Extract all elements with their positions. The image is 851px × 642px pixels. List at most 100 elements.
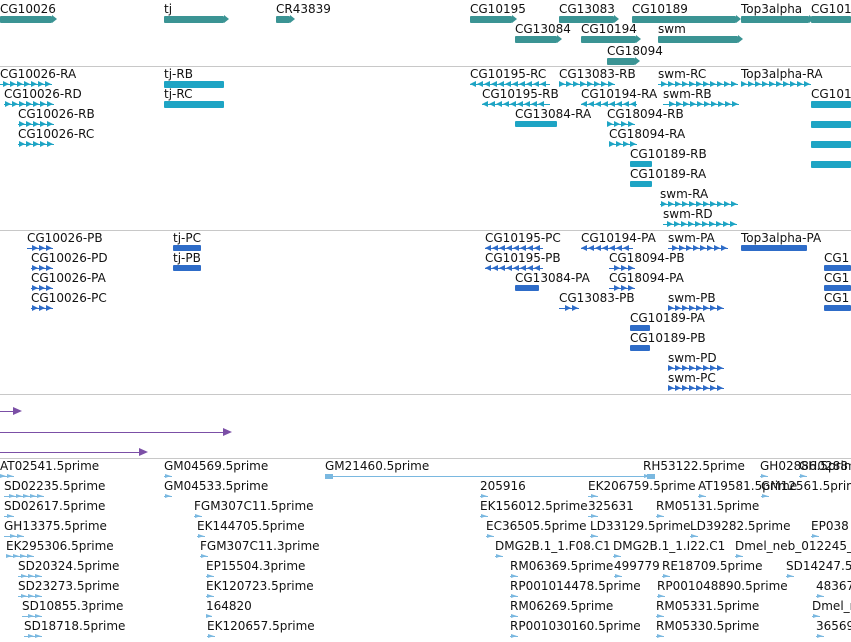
feature-glyph[interactable] [510,634,518,639]
feature-label[interactable]: CG10195-RB [482,87,559,101]
feature-glyph[interactable] [164,494,172,499]
feature-label[interactable]: CG10195 [470,2,526,16]
feature-label[interactable]: SD02235.5prime [4,479,106,493]
feature-label[interactable]: 48367 [816,579,851,593]
feature-label[interactable]: CG101 [811,87,851,101]
feature-glyph[interactable] [164,81,224,88]
feature-glyph[interactable] [31,285,53,291]
feature-glyph[interactable] [786,574,794,579]
feature-glyph[interactable] [581,35,641,43]
feature-label[interactable]: GH02886.5prime [760,459,851,473]
feature-label[interactable]: SD18718.5prime [24,619,126,633]
feature-label[interactable]: swm-PC [668,371,716,385]
feature-label[interactable]: 499779 [614,559,660,573]
feature-glyph[interactable] [824,265,851,271]
feature-label[interactable]: CG10189 [632,2,688,16]
feature-label[interactable]: RM06369.5prime [510,559,614,573]
feature-glyph[interactable] [18,121,54,127]
feature-glyph[interactable] [741,81,811,87]
feature-glyph[interactable] [22,614,42,619]
feature-label[interactable]: CG10195-PB [485,251,561,265]
feature-label[interactable]: CG10026-PC [31,291,107,305]
feature-label[interactable]: SD10855.3prime [22,599,124,613]
feature-glyph[interactable] [0,15,57,23]
feature-label[interactable]: CG1 [824,271,850,285]
feature-label[interactable]: SD02617.5prime [4,499,106,513]
feature-glyph[interactable] [663,101,739,107]
feature-glyph[interactable] [4,514,14,519]
feature-label[interactable]: SD23273.5prime [18,579,120,593]
feature-label[interactable]: tj-PB [173,251,201,265]
feature-label[interactable]: AT02541.5prime [0,459,100,473]
feature-label[interactable]: RE18709.5prime [662,559,763,573]
feature-glyph[interactable] [761,494,769,499]
feature-glyph[interactable] [662,574,670,579]
feature-glyph[interactable] [656,514,664,519]
feature-glyph[interactable] [6,554,34,559]
feature-glyph[interactable] [164,101,224,108]
feature-label[interactable]: CG10026-RA [0,67,77,81]
feature-glyph[interactable] [658,35,743,43]
feature-label[interactable]: RM05330.5prime [656,619,760,633]
feature-glyph[interactable] [559,15,619,23]
feature-glyph[interactable] [657,594,665,599]
feature-label[interactable]: swm-PA [668,231,715,245]
feature-label[interactable]: RH53122.5prime [643,459,745,473]
feature-label[interactable]: CG10194-PA [581,231,656,245]
feature-label[interactable]: RM05131.5prime [656,499,760,513]
feature-label[interactable]: swm-RB [663,87,712,101]
feature-label[interactable]: RP001014478.5prime [510,579,641,593]
feature-glyph[interactable] [690,534,698,539]
feature-glyph[interactable] [0,81,52,87]
feature-glyph[interactable] [614,574,622,579]
feature-glyph[interactable] [609,265,635,271]
feature-glyph[interactable] [668,245,728,251]
feature-glyph[interactable] [0,448,148,456]
feature-label[interactable]: CG10194 [581,22,637,36]
feature-label[interactable]: Top3alpha-PA [741,231,822,245]
feature-label[interactable]: AT19581.5prime [698,479,798,493]
feature-label[interactable]: tj [164,2,173,16]
feature-glyph[interactable] [206,574,214,579]
feature-label[interactable]: EK120723.5prime [206,579,314,593]
feature-label[interactable]: GH0288 [799,459,848,473]
feature-label[interactable]: CG10189-PA [630,311,705,325]
feature-label[interactable]: CG10189-RB [630,147,707,161]
feature-glyph[interactable] [632,15,741,23]
feature-glyph[interactable] [197,534,205,539]
feature-glyph[interactable] [31,305,53,311]
feature-glyph[interactable] [0,407,22,415]
feature-glyph[interactable] [607,57,640,65]
feature-glyph[interactable] [18,141,54,147]
feature-label[interactable]: CG10189-RA [630,167,707,181]
feature-glyph[interactable] [816,594,824,599]
feature-glyph[interactable] [607,121,635,127]
feature-glyph[interactable] [559,305,579,311]
feature-glyph[interactable] [735,554,743,559]
feature-label[interactable]: CG18094-RB [607,107,684,121]
feature-label[interactable]: EP038 [811,519,849,533]
feature-glyph[interactable] [609,285,635,291]
feature-glyph[interactable] [482,101,550,107]
feature-label[interactable]: GM21460.5prime [325,459,430,473]
feature-glyph[interactable] [470,81,550,87]
feature-glyph[interactable] [630,181,652,187]
feature-label[interactable]: CG18094-PB [609,251,685,265]
feature-label[interactable]: CG13083 [559,2,615,16]
feature-glyph[interactable] [470,15,517,23]
feature-label[interactable]: CG10026-RB [18,107,95,121]
feature-glyph[interactable] [31,265,53,271]
feature-label[interactable]: 205916 [480,479,526,493]
feature-label[interactable]: Dmel_neb_012245_ [735,539,851,553]
feature-label[interactable]: CG18094-PA [609,271,684,285]
feature-glyph[interactable] [609,141,637,147]
feature-label[interactable]: CG1 [824,291,850,305]
feature-glyph[interactable] [811,101,851,108]
feature-glyph[interactable] [486,534,494,539]
feature-glyph[interactable] [485,265,543,271]
feature-label[interactable]: CG13083-RB [559,67,636,81]
feature-label[interactable]: CG10026-RD [4,87,82,101]
feature-label[interactable]: DMG2B.1_1.I22.C1 [613,539,726,553]
feature-glyph[interactable] [760,474,768,479]
feature-label[interactable]: GM04533.5prime [164,479,269,493]
